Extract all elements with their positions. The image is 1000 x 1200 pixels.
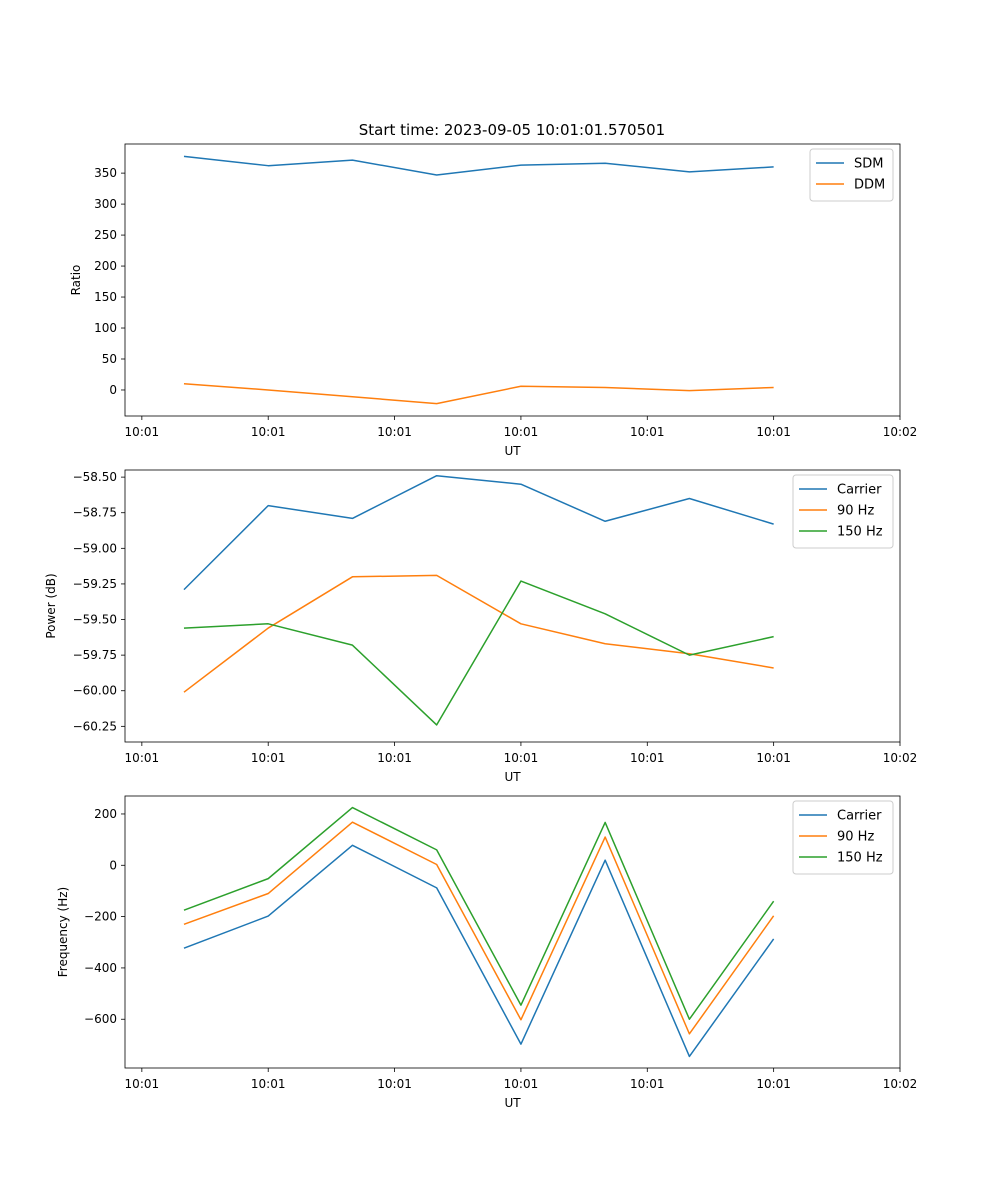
y-tick-label: 50 (102, 352, 117, 366)
legend-label: DDM (854, 178, 885, 193)
legend-label: SDM (854, 157, 883, 172)
y-tick-label: 150 (94, 290, 117, 304)
x-tick-label: 10:01 (125, 751, 160, 765)
axes-frame (124, 143, 901, 417)
x-tick-label: 10:01 (377, 425, 412, 439)
series-line-150-hz (183, 806, 775, 1020)
y-tick-label: 0 (109, 858, 117, 872)
y-tick-label: −600 (84, 1012, 117, 1026)
y-tick-label: 0 (109, 383, 117, 397)
subplot-3: 10:01 10:01 10:01 10:01 10:01 10:01 10:02 −600 −… (56, 795, 918, 1110)
figure-title: Start time: 2023-09-05 10:01:01.570501 (359, 121, 665, 139)
series-line-150-hz (183, 580, 774, 726)
legend: Carrier 90 Hz 150 Hz (792, 474, 894, 549)
x-tick-label: 10:01 (504, 1077, 539, 1091)
series-line-sdm (183, 155, 774, 176)
legend-box (792, 474, 894, 549)
x-tick-label: 10:01 (251, 751, 286, 765)
y-tick-label: −60.25 (73, 719, 117, 733)
y-axis-label: Power (dB) (44, 573, 58, 638)
y-tick-label: −58.50 (73, 470, 117, 484)
y-tick-label: −400 (84, 961, 117, 975)
series-line-carrier (183, 844, 775, 1058)
x-tick-label: 10:02 (883, 1077, 918, 1091)
x-tick-label: 10:02 (883, 425, 918, 439)
y-tick-label: −59.00 (73, 541, 117, 555)
y-tick-label: −200 (84, 910, 117, 924)
plots-container: 10:01 10:01 10:01 10:01 10:01 10:01 10:02 0 50 10… (44, 143, 918, 1110)
x-tick-label: 10:01 (251, 425, 286, 439)
y-tick-label: −59.25 (73, 577, 117, 591)
x-axis-label: UT (504, 444, 521, 458)
y-tick-label: −58.75 (73, 506, 117, 520)
y-tick-label: 200 (94, 259, 117, 273)
x-tick-label: 10:01 (756, 1077, 791, 1091)
series-line-90-hz (183, 574, 774, 693)
legend-label: 150 Hz (837, 525, 883, 540)
legend-label: Carrier (837, 483, 882, 498)
y-tick-label: 200 (94, 807, 117, 821)
x-tick-label: 10:01 (377, 751, 412, 765)
y-tick-label: 100 (94, 321, 117, 335)
axes-frame (124, 795, 901, 1069)
subplot-2: 10:01 10:01 10:01 10:01 10:01 10:01 10:02 −60.2… (44, 469, 918, 784)
x-axis-label: UT (504, 770, 521, 784)
legend-label: Carrier (837, 809, 882, 824)
y-tick-label: −59.75 (73, 648, 117, 662)
series-line-90-hz (183, 821, 775, 1035)
x-tick-label: 10:02 (883, 751, 918, 765)
x-tick-label: 10:01 (756, 751, 791, 765)
legend-label: 90 Hz (837, 830, 874, 845)
x-tick-label: 10:01 (251, 1077, 286, 1091)
x-tick-label: 10:01 (630, 1077, 665, 1091)
x-tick-label: 10:01 (504, 425, 539, 439)
y-axis-label: Ratio (69, 265, 83, 296)
legend: SDM DDM (809, 148, 894, 202)
x-tick-label: 10:01 (630, 425, 665, 439)
x-tick-label: 10:01 (125, 1077, 160, 1091)
legend-label: 150 Hz (837, 851, 883, 866)
legend-label: 90 Hz (837, 504, 874, 519)
series-line-carrier (183, 474, 774, 591)
x-axis-label: UT (504, 1096, 521, 1110)
x-tick-label: 10:01 (504, 751, 539, 765)
x-tick-label: 10:01 (377, 1077, 412, 1091)
legend-box (809, 148, 894, 202)
x-tick-label: 10:01 (630, 751, 665, 765)
y-tick-label: 350 (94, 166, 117, 180)
y-axis-label: Frequency (Hz) (56, 887, 70, 978)
legend: Carrier 90 Hz 150 Hz (792, 800, 894, 875)
y-tick-label: 300 (94, 197, 117, 211)
y-tick-label: −59.50 (73, 613, 117, 627)
subplot-1: 10:01 10:01 10:01 10:01 10:01 10:01 10:02 0 50 10… (69, 143, 918, 458)
x-tick-label: 10:01 (125, 425, 160, 439)
y-tick-label: −60.00 (73, 684, 117, 698)
axes-frame (124, 469, 901, 743)
y-tick-label: 250 (94, 228, 117, 242)
x-tick-label: 10:01 (756, 425, 791, 439)
legend-box (792, 800, 894, 875)
series-line-ddm (183, 383, 774, 405)
